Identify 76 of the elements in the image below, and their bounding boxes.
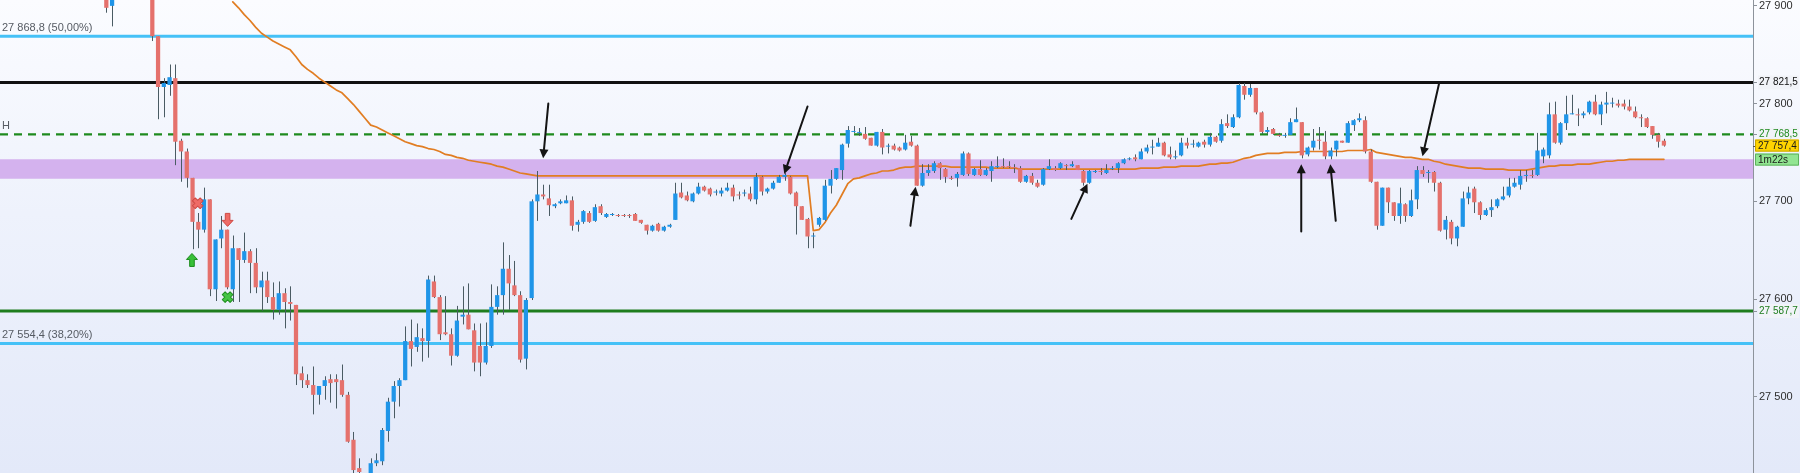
candlestick — [242, 232, 247, 264]
candlestick — [1523, 169, 1529, 183]
candlestick — [506, 254, 511, 311]
candlestick — [466, 282, 471, 330]
candlestick — [546, 184, 552, 217]
candlestick — [414, 322, 419, 353]
text: 27 757,4 — [1758, 139, 1798, 151]
candlestick — [1638, 113, 1644, 128]
candlestick — [477, 322, 483, 377]
candlestick — [109, 0, 115, 27]
candlestick — [960, 150, 965, 177]
candlestick — [1403, 202, 1408, 223]
candlestick — [1575, 107, 1580, 127]
candlestick — [460, 285, 465, 325]
candlestick — [1472, 186, 1477, 214]
candlestick — [512, 260, 517, 297]
candlestick — [1408, 189, 1414, 218]
candlestick — [759, 175, 764, 196]
candlestick — [397, 377, 402, 408]
candlestick — [1431, 170, 1437, 193]
candlestick — [1385, 187, 1391, 214]
candlestick — [449, 327, 454, 366]
ref-line-label: H — [2, 118, 10, 131]
candlestick — [483, 322, 488, 366]
candlestick — [753, 172, 758, 205]
candlestick — [408, 319, 414, 367]
text: 1m22s — [1758, 153, 1789, 165]
candlestick — [322, 375, 327, 401]
candlestick — [196, 212, 201, 249]
candlestick — [270, 281, 276, 321]
candlestick — [1564, 95, 1569, 131]
y-tick-label: 27 800 — [1759, 96, 1793, 109]
candlestick — [1397, 187, 1402, 225]
candlestick — [282, 287, 287, 329]
candlestick — [288, 285, 293, 322]
y-tick-label: 27 600 — [1759, 292, 1793, 305]
candlestick — [495, 285, 500, 316]
candlestick — [1391, 201, 1396, 222]
candlestick — [920, 163, 925, 188]
candlestick — [1000, 157, 1006, 169]
y-tick-label: 27 700 — [1759, 194, 1793, 207]
candlestick — [299, 365, 304, 389]
candlestick — [880, 128, 885, 155]
candlestick — [1311, 128, 1316, 151]
y-tick-label: 27 500 — [1759, 389, 1793, 402]
candlestick — [236, 247, 241, 303]
candlestick — [793, 191, 799, 236]
candlestick — [1322, 130, 1327, 160]
candlestick — [1219, 118, 1224, 144]
candlestick — [265, 271, 270, 304]
candlestick — [966, 151, 971, 177]
candlestick — [339, 364, 345, 398]
candlestick — [247, 248, 253, 294]
candlestick — [1259, 110, 1264, 135]
y-tick-label: 27 587,7 — [1759, 304, 1799, 316]
candlestick — [420, 327, 425, 363]
ref-line-label: 27 868,8 (50,00%) — [2, 20, 93, 33]
candlestick — [311, 365, 316, 415]
candlestick — [828, 169, 833, 194]
candlestick — [1426, 169, 1431, 184]
candlestick — [259, 271, 264, 312]
candlestick — [1316, 126, 1322, 151]
candlestick — [1569, 94, 1575, 115]
ref-line-label: 27 554,4 (38,20%) — [2, 328, 93, 341]
candlestick — [1449, 219, 1454, 245]
candlestick — [1477, 200, 1483, 221]
y-tick-label: 27 821,5 — [1759, 76, 1799, 88]
candlestick — [316, 385, 322, 406]
candlestick — [1443, 215, 1448, 240]
candlestick — [391, 380, 396, 419]
candlestick — [535, 170, 540, 222]
candlestick — [1558, 121, 1563, 146]
y-tick-label: 27 900 — [1759, 0, 1793, 11]
y-tick-label: 27 768,5 — [1759, 128, 1799, 140]
candlestick — [431, 275, 437, 299]
candlestick — [276, 280, 281, 316]
